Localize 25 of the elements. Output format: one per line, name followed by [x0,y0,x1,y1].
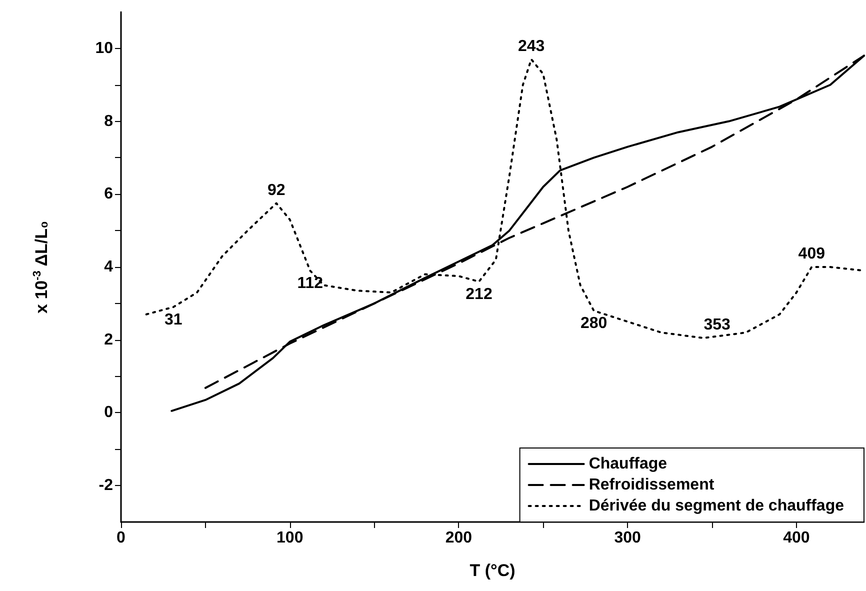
y-tick-label: 10 [95,40,114,57]
y-tick-label: 0 [104,404,114,422]
annotation: 92 [267,182,286,199]
y-tick-label: -2 [98,477,114,494]
x-axis-title: T (°C) [470,561,516,580]
annotation: 31 [164,312,182,329]
x-tick-label: 200 [445,530,472,546]
annotation: 112 [297,275,324,292]
annotation: 280 [580,315,608,332]
annotation: 212 [466,286,492,304]
x-tick-label: 0 [116,530,126,546]
annotation: 243 [518,38,545,55]
x-tick-label: 100 [276,530,304,546]
y-tick-label: 2 [104,331,114,348]
legend-label: Dérivée du segment de chauffage [588,498,844,514]
x-tick-label: 300 [614,530,642,546]
y-tick-label: 4 [104,258,114,276]
annotation: 353 [704,316,731,334]
annotation: 409 [798,246,826,262]
legend-label: Refroidissement [588,476,715,494]
y-tick-label: 8 [104,112,114,130]
legend-label: Chauffage [588,456,668,472]
x-tick-label: 400 [783,530,810,546]
y-axis-title: x 10-3 ΔL/L₀ [32,220,51,314]
y-tick-label: 6 [104,186,114,203]
